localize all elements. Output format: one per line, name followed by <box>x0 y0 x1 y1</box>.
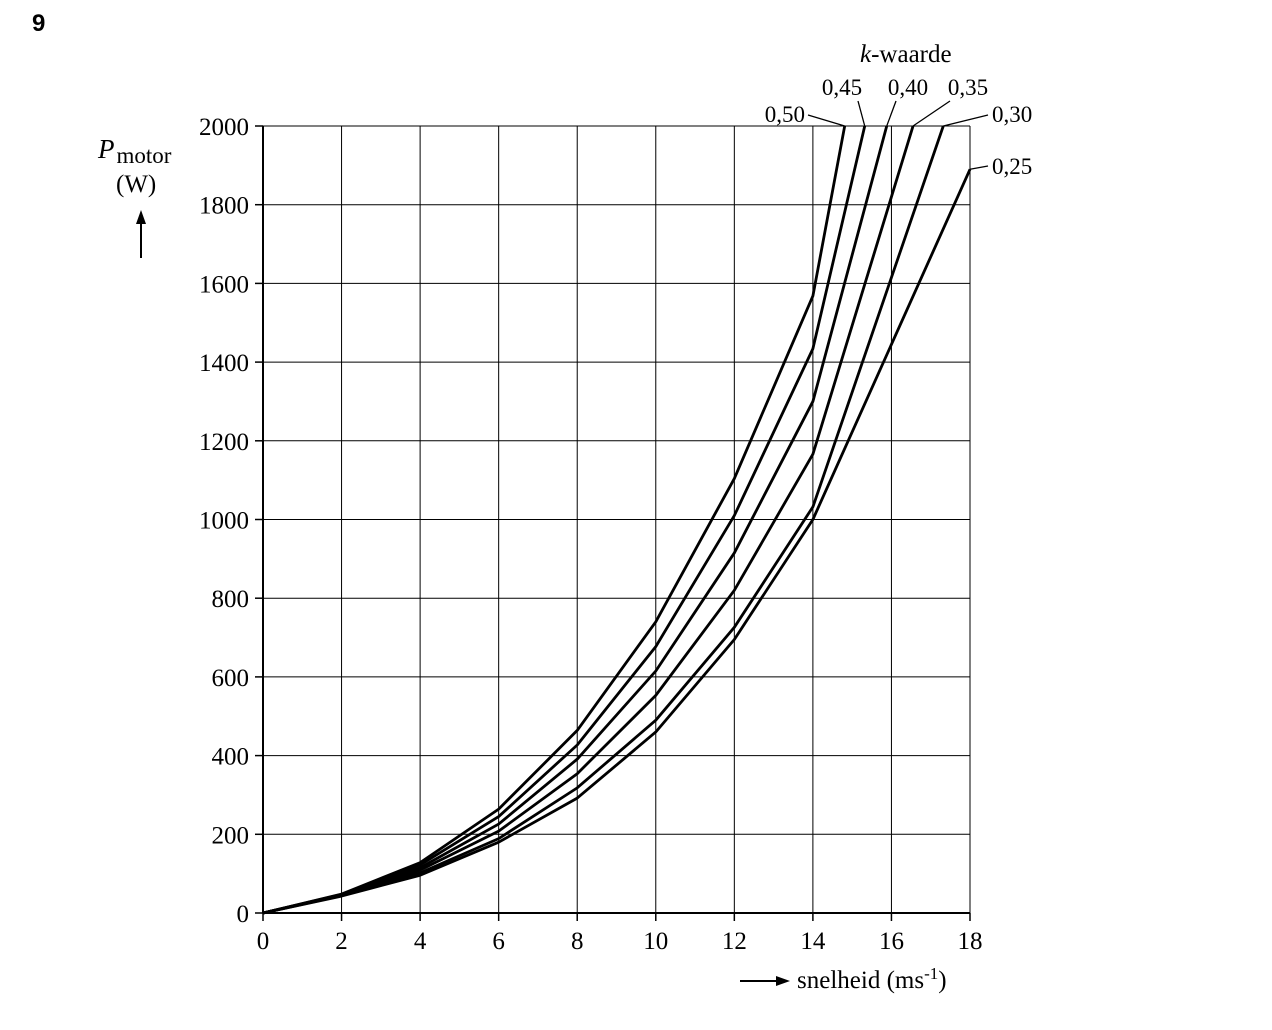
series-curve-0-25 <box>262 168 972 915</box>
series-leader-line <box>912 100 951 127</box>
series-label: 0,35 <box>948 75 988 100</box>
y-axis-arrow-icon <box>136 210 146 258</box>
legend-title: k-waarde <box>860 41 952 68</box>
legend-title-k: k <box>860 41 872 68</box>
y-tick-label: 0 <box>237 901 250 928</box>
x-axis-label-close: ) <box>938 967 946 994</box>
x-axis-arrow-icon <box>740 976 790 986</box>
series-label: 0,25 <box>992 154 1032 179</box>
series-label: 0,40 <box>888 75 928 100</box>
y-axis-label: Pmotor <box>97 134 172 168</box>
series-labels: 0,50 0,45 0,40 0,350,30 0,25 <box>765 75 1033 179</box>
y-tick-labels: 0 200 400 600 800 1000 1200 1400 1600 1800 2000 <box>199 114 249 928</box>
series-leader-line <box>969 165 989 170</box>
x-tick-label: 12 <box>722 928 747 955</box>
y-axis-symbol: P <box>97 134 115 164</box>
grid <box>262 125 971 914</box>
y-tick-label: 2000 <box>199 114 249 141</box>
y-tick-label: 1400 <box>199 350 249 377</box>
x-tick-labels: 0 2 4 6 8 10 12 14 16 18 <box>257 928 983 955</box>
y-tick-label: 600 <box>212 665 250 692</box>
x-tick-label: 0 <box>257 928 270 955</box>
x-tick-label: 10 <box>643 928 668 955</box>
series-label: 0,50 <box>765 102 805 127</box>
x-axis-label: snelheid (ms-1) <box>797 964 947 994</box>
y-tick-label: 1600 <box>199 271 249 298</box>
series-leader-line <box>943 114 989 127</box>
y-axis-unit: (W) <box>116 171 156 198</box>
y-tick-label: 200 <box>212 822 250 849</box>
x-tick-label: 2 <box>335 928 348 955</box>
x-tick-label: 18 <box>958 928 983 955</box>
series-leader-line <box>807 114 845 127</box>
legend-title-rest: -waarde <box>871 41 952 68</box>
series-leader-line <box>857 100 866 127</box>
x-tick-label: 14 <box>800 928 826 955</box>
y-tick-label: 1800 <box>199 193 249 220</box>
x-tick-label: 16 <box>879 928 904 955</box>
y-tick-label: 400 <box>212 744 250 771</box>
y-tick-label: 1200 <box>199 429 249 456</box>
x-axis-label-text: snelheid (ms <box>797 967 924 994</box>
x-axis-label-exponent: -1 <box>924 964 938 983</box>
x-tick-label: 8 <box>571 928 584 955</box>
y-axis-subscript: motor <box>117 143 172 168</box>
y-tick-label: 800 <box>212 586 250 613</box>
axes <box>255 125 971 921</box>
x-tick-label: 4 <box>414 928 427 955</box>
y-tick-label: 1000 <box>199 508 249 535</box>
x-tick-label: 6 <box>492 928 505 955</box>
series-label: 0,30 <box>992 102 1032 127</box>
question-number: 9 <box>32 10 46 37</box>
series-curves <box>262 125 972 915</box>
series-label: 0,45 <box>822 75 862 100</box>
series-leader-line <box>886 100 897 127</box>
